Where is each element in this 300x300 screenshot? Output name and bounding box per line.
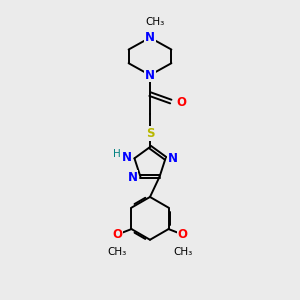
Text: CH₃: CH₃ [146, 17, 165, 27]
Text: O: O [176, 96, 186, 109]
Text: H: H [113, 149, 121, 159]
Text: N: N [122, 151, 132, 164]
Text: S: S [146, 127, 154, 140]
Text: N: N [168, 152, 178, 165]
Text: O: O [178, 228, 188, 241]
Text: N: N [128, 171, 138, 184]
Text: CH₃: CH₃ [107, 247, 126, 257]
Text: N: N [145, 69, 155, 82]
Text: CH₃: CH₃ [174, 247, 193, 257]
Text: N: N [145, 31, 155, 44]
Text: O: O [112, 228, 122, 241]
